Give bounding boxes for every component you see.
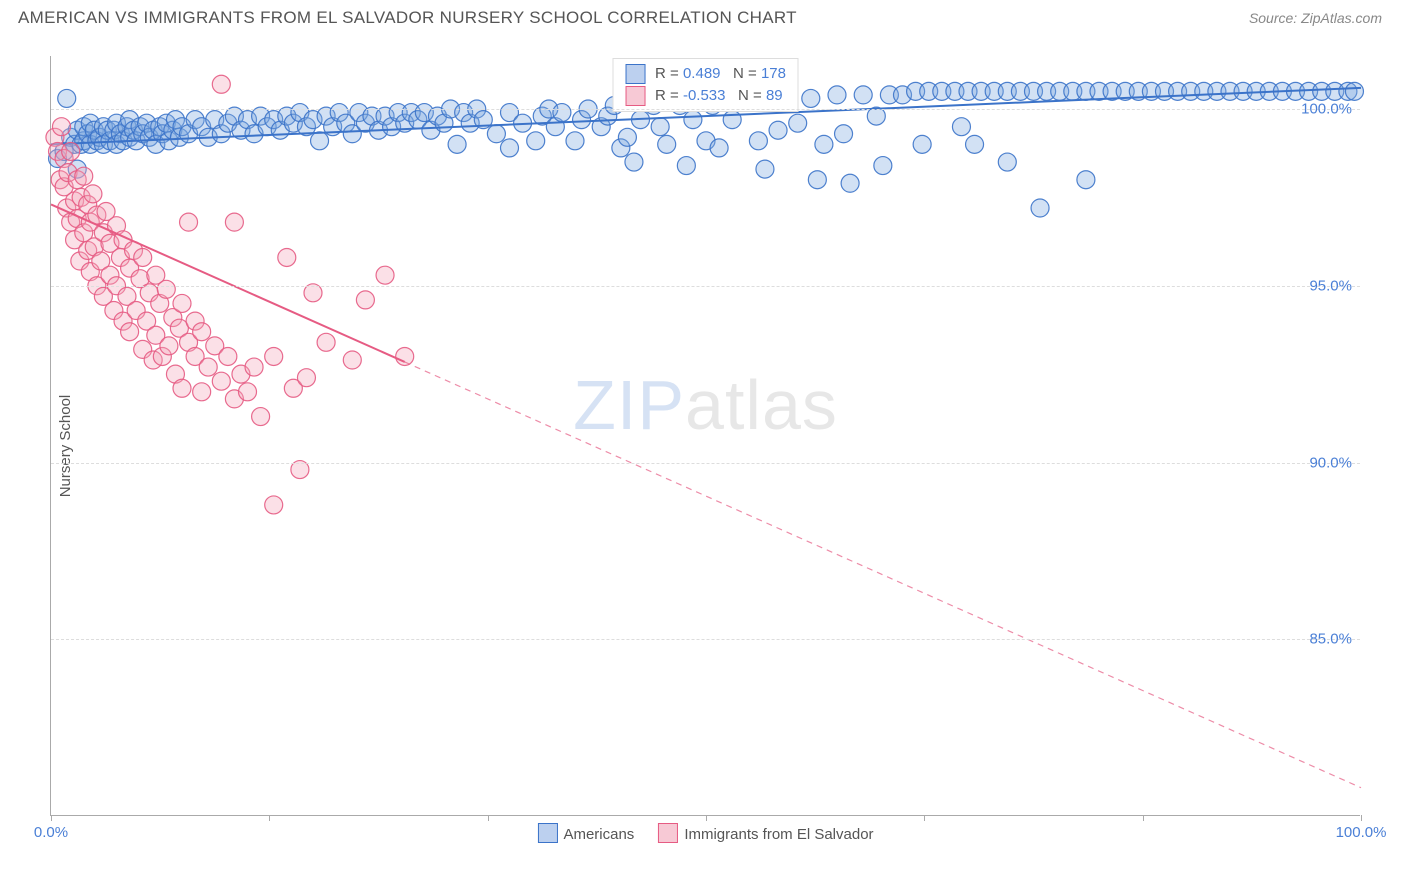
x-tick-label: 100.0%: [1336, 824, 1387, 841]
data-point: [84, 185, 102, 203]
data-point: [62, 142, 80, 160]
x-tick: [51, 815, 52, 821]
legend-correlation-row: R = -0.533 N = 89: [625, 85, 786, 107]
data-point: [998, 153, 1016, 171]
data-point: [180, 213, 198, 231]
data-point: [802, 89, 820, 107]
data-point: [278, 248, 296, 266]
data-point: [952, 118, 970, 136]
gridline-h: [51, 286, 1360, 287]
x-tick: [488, 815, 489, 821]
trend-line-dashed: [405, 362, 1361, 788]
y-tick-label: 95.0%: [1309, 277, 1352, 294]
data-point: [173, 294, 191, 312]
data-point: [157, 280, 175, 298]
data-point: [835, 125, 853, 143]
data-point: [212, 75, 230, 93]
data-point: [710, 139, 728, 157]
legend-swatch: [625, 86, 645, 106]
plot-area: ZIPatlas R = 0.489 N = 178R = -0.533 N =…: [50, 56, 1360, 816]
data-point: [966, 135, 984, 153]
x-tick: [269, 815, 270, 821]
x-tick-label: 0.0%: [34, 824, 68, 841]
data-point: [356, 291, 374, 309]
data-point: [756, 160, 774, 178]
gridline-h: [51, 639, 1360, 640]
data-point: [173, 379, 191, 397]
gridline-h: [51, 109, 1360, 110]
data-point: [219, 347, 237, 365]
data-point: [769, 121, 787, 139]
data-point: [396, 347, 414, 365]
data-point: [52, 118, 70, 136]
legend-text: R = -0.533 N = 89: [655, 85, 783, 107]
data-point: [854, 86, 872, 104]
data-point: [808, 171, 826, 189]
data-point: [658, 135, 676, 153]
legend-series-item: Immigrants from El Salvador: [658, 823, 873, 843]
data-point: [343, 351, 361, 369]
legend-correlation-row: R = 0.489 N = 178: [625, 63, 786, 85]
data-point: [245, 358, 263, 376]
chart-source: Source: ZipAtlas.com: [1249, 10, 1382, 26]
data-point: [265, 496, 283, 514]
data-point: [677, 157, 695, 175]
data-point: [828, 86, 846, 104]
legend-swatch: [537, 823, 557, 843]
data-point: [1345, 82, 1363, 100]
data-point: [723, 111, 741, 129]
data-point: [841, 174, 859, 192]
data-point: [212, 372, 230, 390]
data-point: [651, 118, 669, 136]
data-point: [487, 125, 505, 143]
data-point: [815, 135, 833, 153]
data-point: [1077, 171, 1095, 189]
data-point: [448, 135, 466, 153]
data-point: [58, 89, 76, 107]
data-point: [317, 333, 335, 351]
data-point: [566, 132, 584, 150]
data-point: [749, 132, 767, 150]
data-point: [193, 383, 211, 401]
data-point: [265, 347, 283, 365]
data-point: [618, 128, 636, 146]
gridline-h: [51, 463, 1360, 464]
data-point: [75, 167, 93, 185]
data-point: [1031, 199, 1049, 217]
legend-swatch: [658, 823, 678, 843]
x-tick: [1143, 815, 1144, 821]
data-point: [225, 213, 243, 231]
data-point: [789, 114, 807, 132]
legend-correlation: R = 0.489 N = 178R = -0.533 N = 89: [612, 58, 799, 112]
data-point: [121, 323, 139, 341]
x-tick: [924, 815, 925, 821]
data-point: [553, 104, 571, 122]
data-point: [297, 369, 315, 387]
data-point: [252, 408, 270, 426]
y-tick-label: 85.0%: [1309, 631, 1352, 648]
x-tick: [1361, 815, 1362, 821]
data-point: [874, 157, 892, 175]
data-point: [501, 139, 519, 157]
legend-series-item: Americans: [537, 823, 634, 843]
legend-series: Americans Immigrants from El Salvador: [537, 823, 873, 843]
data-point: [199, 358, 217, 376]
data-point: [193, 323, 211, 341]
x-tick: [706, 815, 707, 821]
data-point: [239, 383, 257, 401]
data-point: [527, 132, 545, 150]
chart-title: AMERICAN VS IMMIGRANTS FROM EL SALVADOR …: [18, 8, 797, 28]
y-tick-label: 90.0%: [1309, 454, 1352, 471]
data-point: [913, 135, 931, 153]
data-point: [311, 132, 329, 150]
chart-svg: [51, 56, 1360, 815]
legend-text: R = 0.489 N = 178: [655, 63, 786, 85]
y-tick-label: 100.0%: [1301, 101, 1352, 118]
data-point: [160, 337, 178, 355]
data-point: [134, 248, 152, 266]
data-point: [376, 266, 394, 284]
data-point: [625, 153, 643, 171]
legend-swatch: [625, 64, 645, 84]
data-point: [684, 111, 702, 129]
